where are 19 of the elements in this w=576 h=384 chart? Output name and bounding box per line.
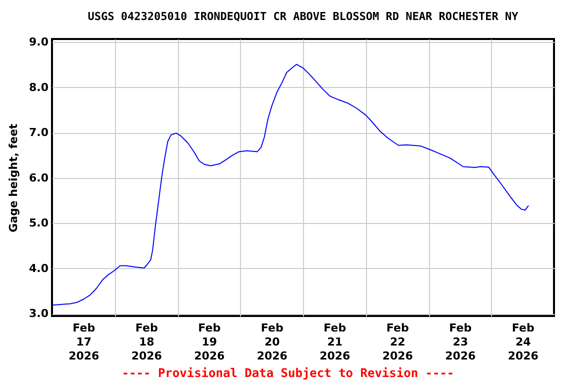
x-tick-label: Feb 19 2026 xyxy=(194,322,226,362)
y-tick-label: 8.0 xyxy=(29,80,49,94)
y-tick-label: 6.0 xyxy=(29,171,49,184)
y-tick-label: 3.0 xyxy=(29,307,49,320)
y-tick-label: 9.0 xyxy=(29,36,49,49)
chart-title: USGS 0423205010 IRONDEQUOIT CR ABOVE BLOSSOM RD NEAR ROCHESTER NY xyxy=(88,10,519,24)
x-tick-label: Feb 18 2026 xyxy=(131,322,162,362)
y-axis-title: Gage height, feet xyxy=(7,124,20,232)
y-tick-label: 7.0 xyxy=(29,126,49,140)
text: ---- Provisional Data Subject to Revision ---- xyxy=(120,366,456,380)
x-tick-label: Feb 24 2026 xyxy=(508,322,539,362)
x-tick-label: Feb 17 2026 xyxy=(68,322,100,362)
line-series xyxy=(52,64,530,306)
x-tick-label: Feb 21 2026 xyxy=(320,322,351,362)
x-tick-label: Feb 23 2026 xyxy=(445,322,476,362)
x-tick-label: Feb 20 2026 xyxy=(256,322,288,362)
y-tick-label: 5.0 xyxy=(29,216,49,230)
x-tick-label: Feb 22 2026 xyxy=(382,322,414,362)
y-tick-label: 4.0 xyxy=(29,262,49,275)
